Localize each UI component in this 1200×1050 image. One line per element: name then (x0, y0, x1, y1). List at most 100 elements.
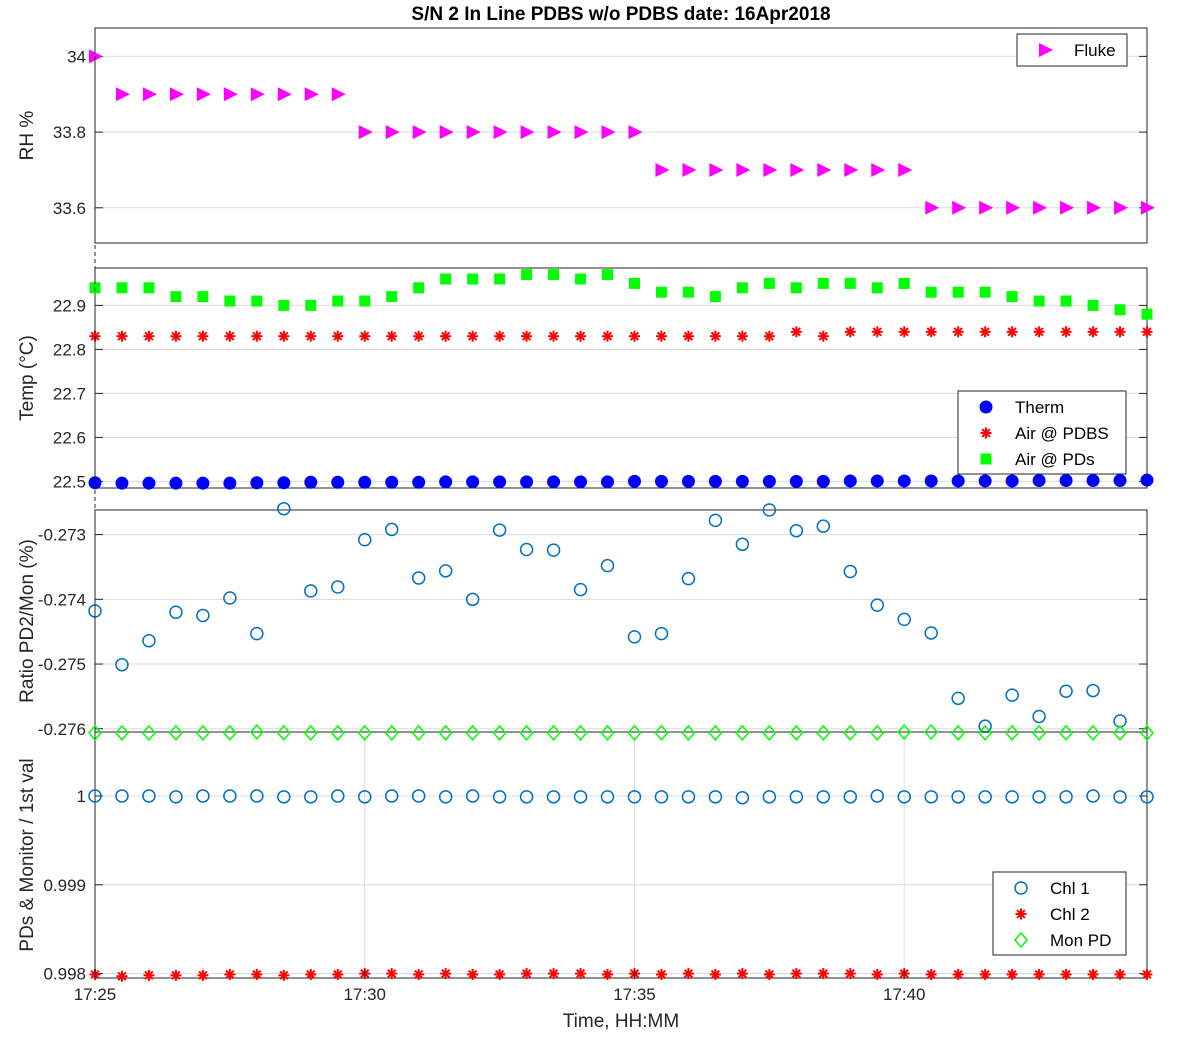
data-point (465, 592, 480, 607)
data-point (681, 474, 695, 488)
y-tick-label: 33.6 (53, 199, 86, 218)
data-point (681, 790, 696, 804)
x-axis-label: Time, HH:MM (563, 1011, 679, 1032)
data-point (763, 162, 778, 177)
data-point (817, 968, 829, 980)
data-point (735, 474, 749, 488)
data-point (251, 330, 263, 342)
data-point (870, 598, 885, 612)
data-point (224, 968, 236, 980)
data-point (1086, 683, 1100, 698)
data-point (682, 286, 694, 298)
data-point (384, 724, 399, 742)
data-point (1033, 295, 1045, 307)
legend-label: Chl 1 (1050, 879, 1090, 898)
data-point (385, 475, 399, 489)
data-point (735, 790, 750, 805)
data-point (627, 630, 642, 644)
data-point (330, 724, 345, 742)
data-point (870, 789, 885, 803)
data-point (224, 295, 236, 307)
data-point (1114, 326, 1126, 338)
data-point (1086, 789, 1100, 803)
data-point (1087, 326, 1099, 338)
legend-box (1016, 33, 1128, 67)
data-point (88, 724, 102, 742)
data-point (575, 330, 587, 342)
data-point (1086, 724, 1101, 742)
data-point (601, 125, 616, 140)
data-point (1005, 724, 1020, 742)
data-point (385, 125, 400, 140)
data-point (1114, 304, 1126, 316)
data-point (115, 789, 129, 803)
data-point (1141, 326, 1153, 338)
data-point (951, 474, 965, 488)
data-point (465, 724, 480, 742)
data-point (628, 277, 640, 289)
data-point (546, 543, 561, 557)
y-tick-label: -0.276 (38, 720, 86, 739)
data-point (655, 162, 670, 177)
data-point (1033, 200, 1048, 215)
data-point (197, 969, 209, 981)
data-point (925, 200, 940, 215)
legend-marker (980, 453, 992, 465)
data-point (843, 564, 858, 579)
data-point (655, 286, 667, 298)
data-point (1006, 291, 1018, 303)
data-point (1140, 790, 1154, 804)
data-point (411, 571, 426, 585)
legend: Chl 1 Chl 2 Mon PD (992, 871, 1127, 956)
data-point (1005, 688, 1019, 702)
data-point (925, 286, 937, 298)
data-point (897, 474, 911, 488)
data-point (142, 789, 156, 803)
axes-box (94, 509, 1148, 733)
data-point (413, 282, 425, 294)
data-point (116, 970, 128, 982)
data-point (168, 724, 183, 742)
data-point (115, 476, 129, 490)
data-point (196, 87, 211, 102)
data-point (304, 584, 318, 598)
data-point (952, 968, 964, 980)
y-tick-label: 22.6 (53, 428, 86, 447)
data-point (277, 790, 291, 804)
data-point (413, 330, 425, 342)
legend: Therm Air @ PDBS Air @ PDs (957, 390, 1127, 475)
data-point (116, 282, 128, 294)
data-point (979, 200, 994, 215)
data-point (223, 476, 237, 490)
data-point (708, 724, 723, 742)
data-point (169, 605, 183, 620)
data-point (438, 564, 453, 578)
data-point (413, 968, 425, 980)
panel-rh: 33.6 33.8 34 RH % Fluke (17, 27, 1155, 244)
data-point (169, 87, 184, 102)
data-point (790, 326, 802, 338)
data-point (951, 691, 965, 706)
data-point (978, 724, 993, 742)
data-point (223, 789, 237, 803)
data-point (386, 968, 398, 980)
data-point (575, 968, 587, 980)
data-point (870, 724, 885, 742)
data-point (467, 968, 479, 980)
data-point (277, 87, 292, 102)
data-point (492, 724, 507, 742)
data-point (169, 790, 183, 804)
data-point (438, 790, 453, 804)
y-axis-label: Temp (°C) (17, 335, 38, 421)
data-point (1032, 709, 1046, 724)
data-point (494, 330, 506, 342)
data-point (843, 790, 858, 804)
chart-title: S/N 2 In Line PDBS w/o PDBS date: 16Apr2… (411, 4, 830, 25)
data-point (979, 968, 991, 980)
data-point (897, 790, 911, 804)
data-point (924, 474, 938, 488)
data-point (1114, 968, 1126, 980)
data-point (223, 591, 237, 605)
legend-marker (979, 400, 993, 414)
data-point (277, 501, 291, 516)
